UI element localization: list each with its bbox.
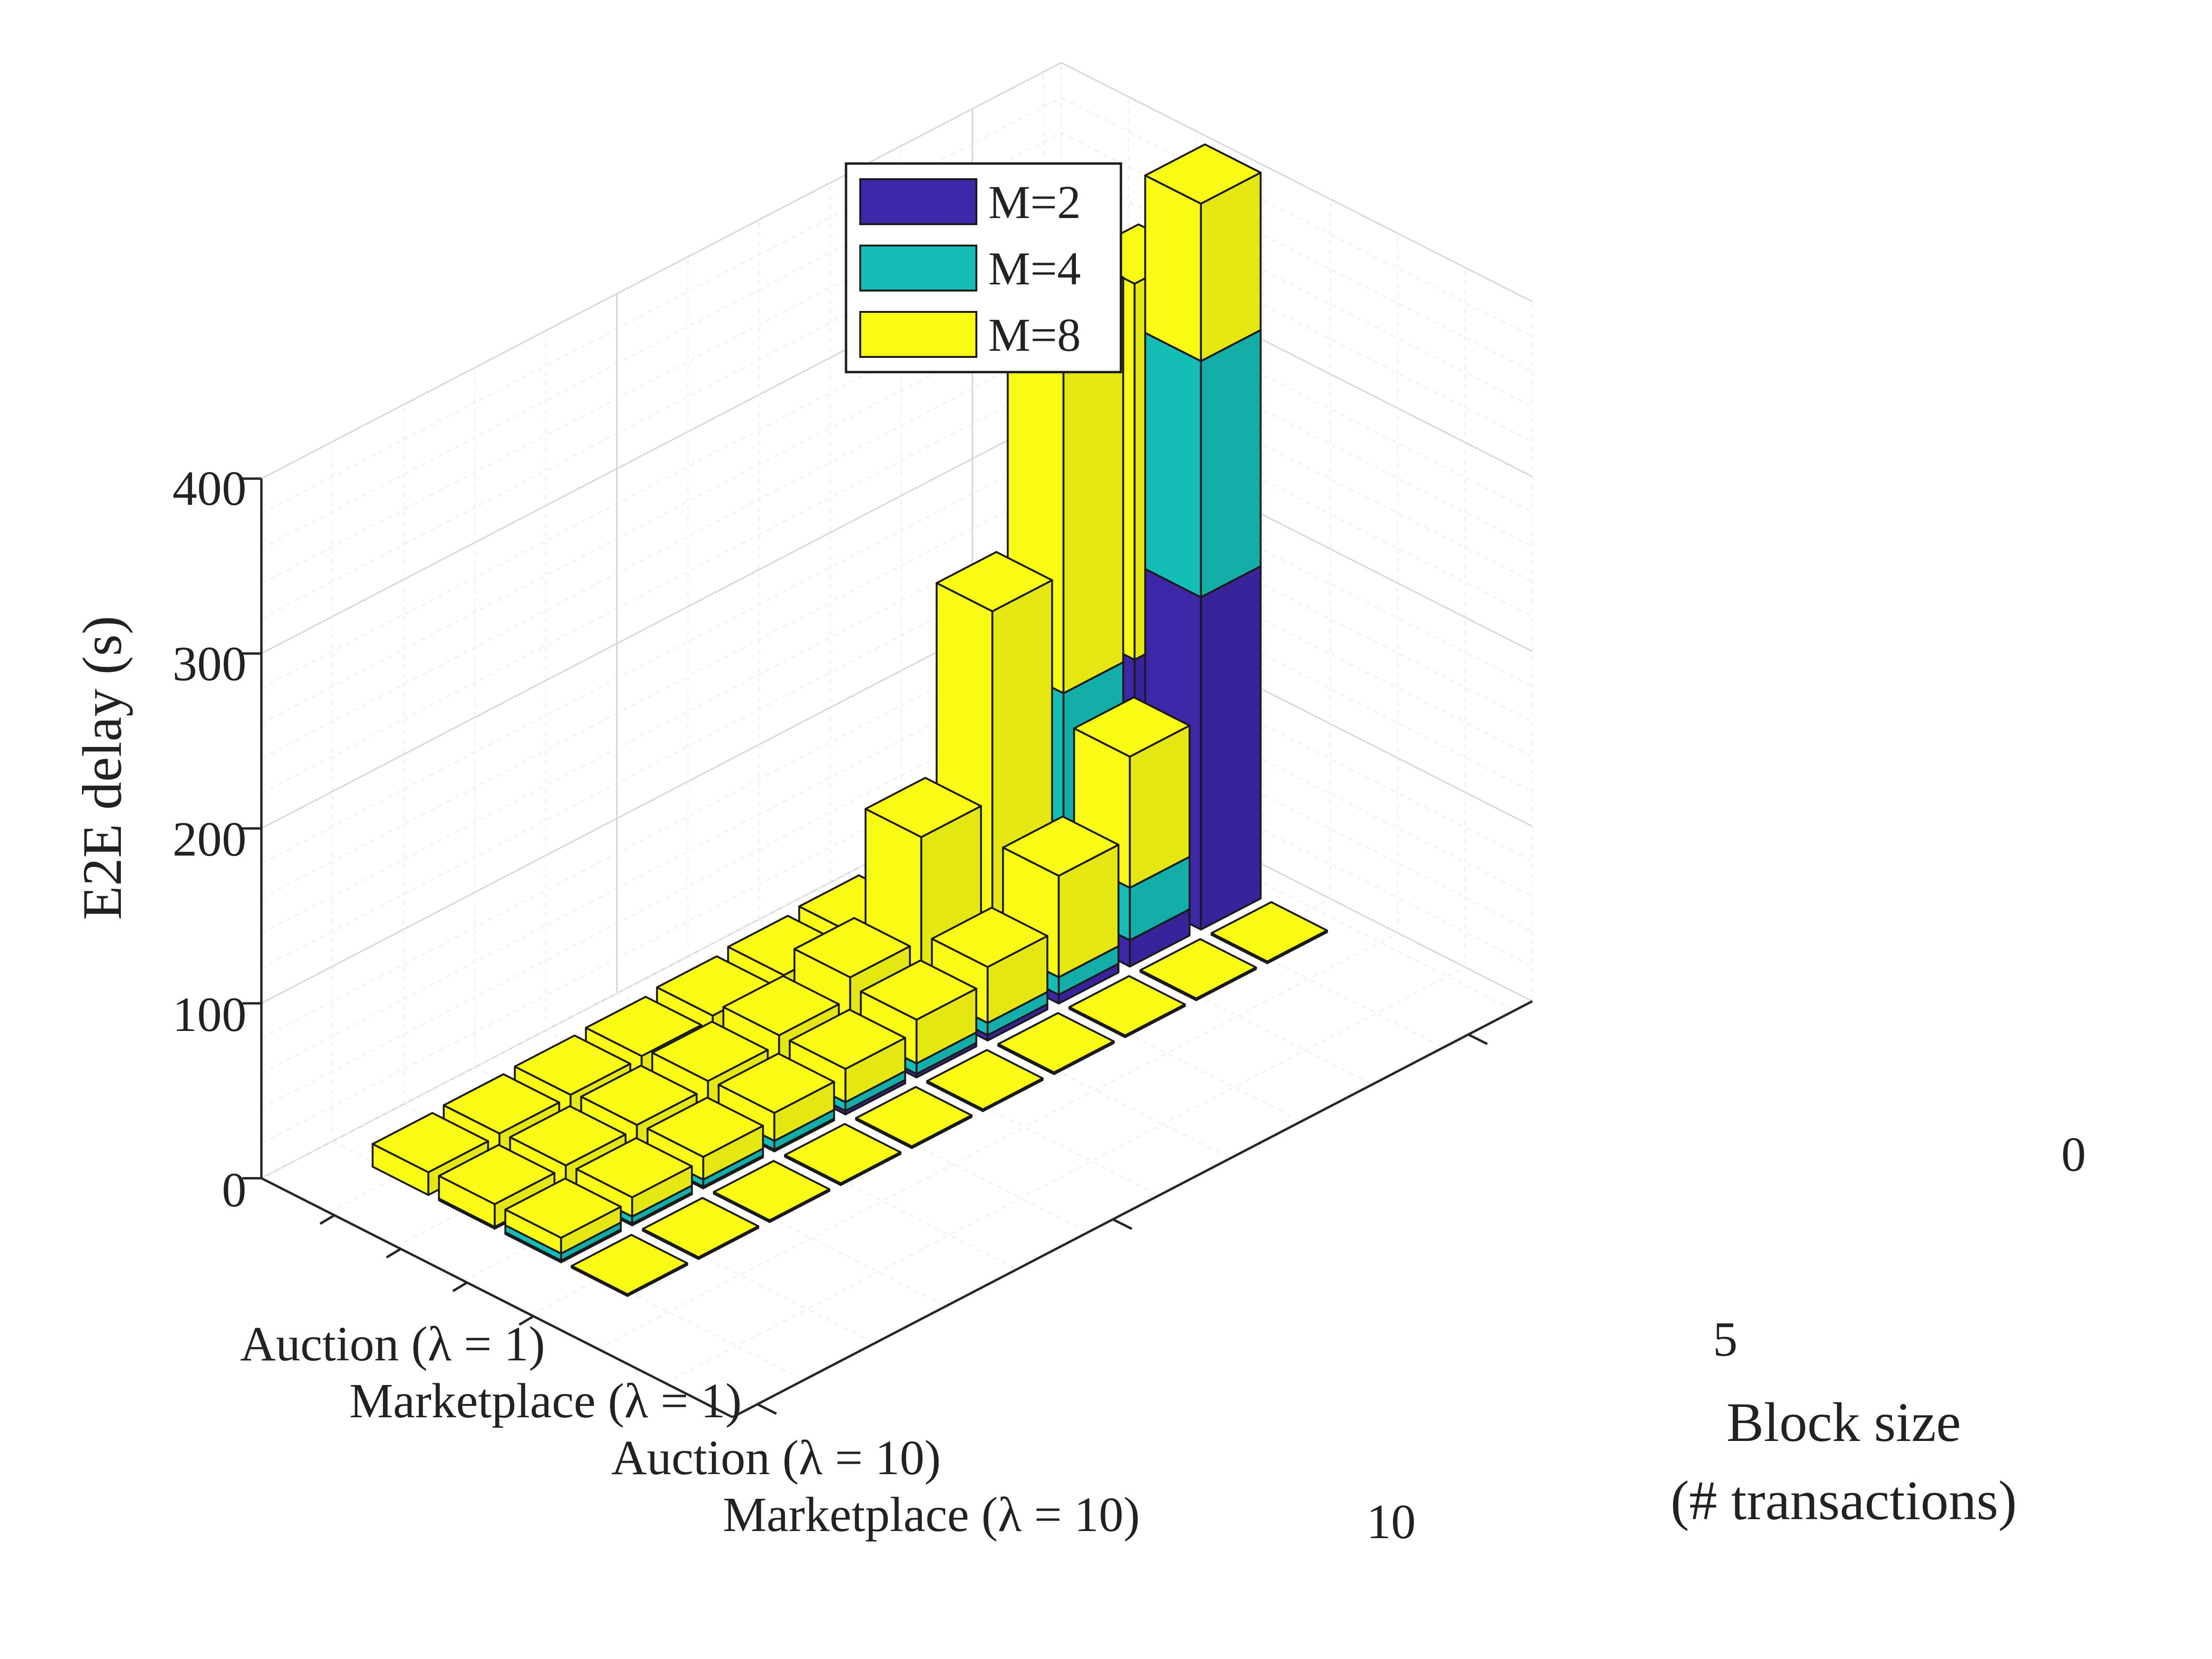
grid-line: [1061, 132, 1533, 372]
grid-line: [598, 932, 1398, 1349]
bar-segment-m8-cat3-block9: [642, 1197, 759, 1260]
grid-line: [261, 342, 1062, 759]
z-axis-title: E2E delay (s): [71, 616, 133, 920]
z-tick-label-100: 100: [173, 987, 246, 1042]
x-tick: [386, 1248, 401, 1258]
grid-line: [261, 447, 1062, 864]
legend-swatch-m2: [859, 178, 977, 225]
bar-segment-m8-cat3-block10: [571, 1234, 688, 1297]
bar-segment-m8-cat3-block2: [1139, 938, 1257, 1002]
y-tick: [1467, 1033, 1488, 1045]
y-tick-label-5: 5: [1713, 1312, 1738, 1367]
category-label-auction-l10: Auction (λ = 10): [611, 1431, 941, 1485]
grid-line: [1061, 97, 1533, 337]
x-axis-line: [261, 1177, 733, 1419]
grid-line: [261, 552, 1062, 969]
bar-segment-m8-cat3-block4: [997, 1012, 1115, 1076]
y-tick-label-10: 10: [1366, 1495, 1416, 1549]
y-axis-line: [732, 1000, 1533, 1419]
axis-layer: [242, 477, 1533, 1419]
bar-segment-m8-cat2-block8: [646, 1096, 764, 1181]
legend-swatch-m8: [859, 311, 977, 358]
bar-segment-m8-cat3-block8: [713, 1160, 830, 1223]
legend: M=2 M=4 M=8: [845, 162, 1122, 374]
y-tick: [756, 1403, 777, 1415]
y-axis-title-line1: Block size: [1727, 1391, 1961, 1453]
category-label-auction-l1: Auction (λ = 1): [240, 1317, 545, 1371]
grid-line: [261, 517, 1062, 934]
legend-label-m4: M=4: [988, 242, 1081, 295]
grid-line: [261, 656, 1062, 1074]
bar-segment-m8-cat2-block10: [504, 1177, 622, 1255]
y-tick-label-0: 0: [2061, 1127, 2086, 1182]
grid-line: [261, 692, 1062, 1109]
category-label-marketplace-l10: Marketplace (λ = 10): [723, 1487, 1140, 1542]
bar-segment-m8-cat2-block1: [1144, 143, 1262, 362]
label-layer: 0 100 200 300 400 E2E delay (s) 0 5 10 B…: [71, 461, 2086, 1549]
x-tick: [452, 1281, 468, 1292]
grid-line: [1061, 167, 1533, 407]
z-tick-label-400: 400: [173, 461, 246, 516]
grid-line: [261, 482, 1062, 899]
y-axis-title-line2: (# transactions): [1671, 1469, 2017, 1531]
grid-line: [261, 622, 1062, 1039]
bar-layer: [372, 143, 1328, 1297]
z-tick-label-0: 0: [222, 1163, 246, 1217]
grid-line: [665, 966, 1466, 1384]
bar-segment-m8-cat2-block5: [860, 959, 977, 1065]
legend-swatch-m4: [859, 245, 977, 292]
x-tick: [319, 1214, 335, 1225]
legend-label-m8: M=8: [988, 309, 1081, 361]
bar-segment-m8-cat3-block1: [1211, 901, 1328, 965]
bar-segment-m8-cat3-block5: [926, 1049, 1044, 1112]
grid-line: [261, 307, 1062, 724]
bar-segment-m8-cat3-block7: [784, 1123, 901, 1186]
grid-line: [261, 377, 1062, 794]
z-tick-label-300: 300: [173, 637, 246, 691]
category-label-marketplace-l1: Marketplace (λ = 1): [349, 1374, 742, 1428]
z-tick-label-200: 200: [173, 812, 246, 866]
grid-line: [261, 411, 1062, 830]
bar-segment-m8-cat3-block6: [855, 1086, 973, 1149]
bar-segment-m8-cat2-block6: [789, 1009, 906, 1103]
grid-line: [261, 586, 1062, 1004]
grid-line: [261, 62, 1062, 480]
x-tick: [519, 1315, 534, 1326]
grid-line: [1061, 62, 1533, 302]
legend-label-m2: M=2: [988, 176, 1081, 228]
bar-segment-m8-cat3-block3: [1068, 975, 1186, 1039]
y-tick: [1112, 1218, 1133, 1230]
